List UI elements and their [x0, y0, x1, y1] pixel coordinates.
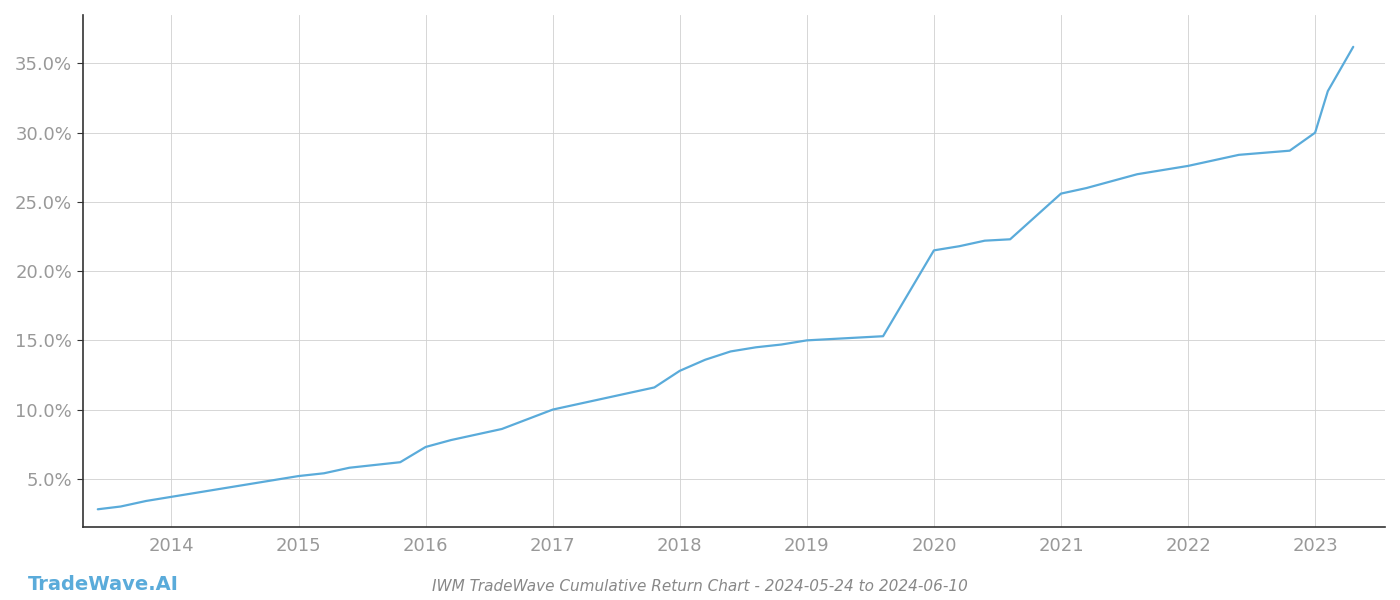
- Text: IWM TradeWave Cumulative Return Chart - 2024-05-24 to 2024-06-10: IWM TradeWave Cumulative Return Chart - …: [433, 579, 967, 594]
- Text: TradeWave.AI: TradeWave.AI: [28, 575, 179, 594]
